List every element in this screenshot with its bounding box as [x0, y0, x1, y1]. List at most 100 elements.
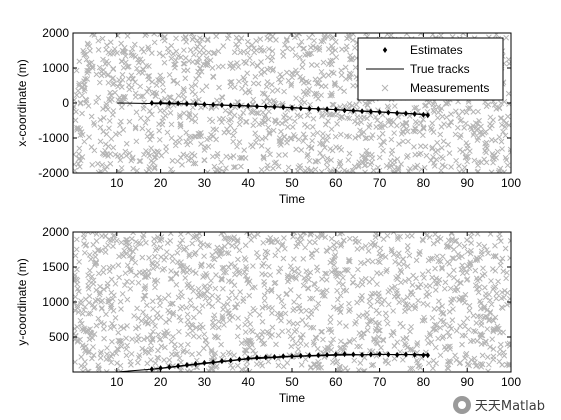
bottom-x-axis-label: Time [279, 391, 306, 405]
top-measurement-point [402, 120, 409, 127]
bottom-measurement-point [85, 285, 92, 292]
bottom-measurement-point [458, 280, 464, 286]
top-measurement-point [296, 42, 303, 49]
bottom-measurement-point [190, 314, 197, 321]
bottom-measurement-point [235, 256, 241, 263]
top-measurement-point [284, 124, 291, 130]
bottom-measurement-point [158, 343, 165, 350]
bottom-measurement-point [429, 274, 436, 281]
top-measurement-point [269, 33, 276, 39]
top-measurement-point [175, 92, 182, 99]
bottom-measurement-point [101, 321, 107, 327]
top-measurement-point [239, 155, 246, 161]
bottom-measurement-point [314, 286, 320, 293]
bottom-measurement-point [142, 292, 149, 299]
top-measurement-point [100, 106, 106, 112]
top-measurement-point [310, 43, 316, 49]
bottom-measurement-point [425, 268, 432, 275]
top-measurement-point [262, 134, 269, 141]
top-measurement-point [86, 134, 92, 140]
top-measurement-point [123, 152, 130, 159]
bottom-measurement-point [179, 293, 185, 300]
top-measurement-point [404, 128, 411, 135]
top-measurement-point [77, 99, 84, 106]
bottom-measurement-point [238, 366, 245, 372]
top-measurement-point [448, 119, 455, 126]
top-estimate-point [263, 103, 268, 110]
top-measurement-point [242, 80, 249, 87]
top-measurement-point [351, 45, 358, 51]
bottom-measurement-point [158, 234, 165, 240]
bottom-measurement-point [133, 325, 139, 332]
top-measurement-point [186, 134, 192, 140]
top-measurement-point [107, 39, 114, 46]
top-measurement-point [430, 154, 436, 160]
bottom-estimate-point [184, 362, 190, 368]
bottom-measurement-point [176, 314, 183, 320]
bottom-measurement-point [109, 338, 115, 345]
bottom-measurement-point [490, 328, 497, 335]
bottom-measurement-point [439, 303, 446, 309]
top-measurement-point [122, 49, 129, 55]
bottom-measurement-point [157, 314, 164, 321]
bottom-measurement-point [320, 336, 326, 343]
top-measurement-point [348, 56, 355, 63]
bottom-measurement-point [106, 268, 113, 274]
top-measurement-point [76, 82, 82, 89]
bottom-estimate-point [421, 352, 426, 359]
bottom-measurement-point [295, 346, 302, 353]
bottom-measurement-point [400, 297, 407, 303]
top-measurement-point [357, 127, 363, 134]
top-measurement-point [266, 46, 272, 52]
top-measurement-point [158, 152, 165, 159]
top-measurement-point [163, 148, 170, 155]
bottom-measurement-point [395, 294, 401, 300]
top-measurement-point [145, 44, 151, 51]
bottom-measurement-point [143, 318, 150, 324]
top-measurement-point [142, 120, 149, 126]
top-measurement-point [171, 97, 178, 104]
top-measurement-point [439, 162, 446, 168]
top-measurement-point [359, 152, 365, 159]
top-measurement-point [320, 141, 327, 148]
top-measurement-point [145, 73, 151, 80]
bottom-measurement-point [128, 351, 135, 357]
top-measurement-point [181, 87, 187, 94]
top-measurement-point [430, 129, 437, 135]
bottom-x-tick-label: 50 [285, 375, 299, 389]
top-measurement-point [268, 81, 275, 88]
top-measurement-point [73, 92, 80, 98]
bottom-measurement-point [385, 288, 392, 295]
bottom-measurement-point [172, 351, 179, 358]
bottom-measurement-point [439, 335, 446, 341]
bottom-measurement-point [342, 267, 348, 273]
bottom-measurement-point [394, 339, 401, 346]
top-measurement-point [132, 124, 139, 130]
top-measurement-point [298, 96, 305, 103]
top-measurement-point [216, 84, 222, 91]
watermark: 天天Matlab [452, 395, 545, 414]
bottom-measurement-point [359, 292, 365, 299]
top-measurement-point [322, 83, 329, 90]
bottom-measurement-point [180, 347, 187, 354]
top-measurement-point [499, 146, 505, 152]
top-measurement-point [433, 156, 440, 163]
top-measurement-point [168, 166, 174, 173]
top-measurement-point [230, 153, 237, 159]
bottom-measurement-point [436, 305, 442, 312]
top-measurement-point [241, 147, 248, 153]
bottom-measurement-point [249, 328, 256, 335]
bottom-measurement-point [400, 323, 406, 330]
bottom-measurement-point [124, 278, 130, 285]
bottom-measurement-point [189, 240, 196, 247]
top-measurement-point [420, 125, 427, 132]
top-measurement-point [210, 133, 217, 139]
top-measurement-point [372, 114, 379, 120]
bottom-panel: 10 20 30 40 50 60 70 80 90 100500100015002000Time… [15, 225, 521, 405]
top-measurement-point [305, 88, 311, 94]
bottom-measurement-point [406, 276, 412, 283]
bottom-measurement-point [307, 232, 314, 238]
top-measurement-point [170, 78, 177, 84]
bottom-measurement-point [290, 233, 296, 240]
top-measurement-point [264, 94, 271, 101]
